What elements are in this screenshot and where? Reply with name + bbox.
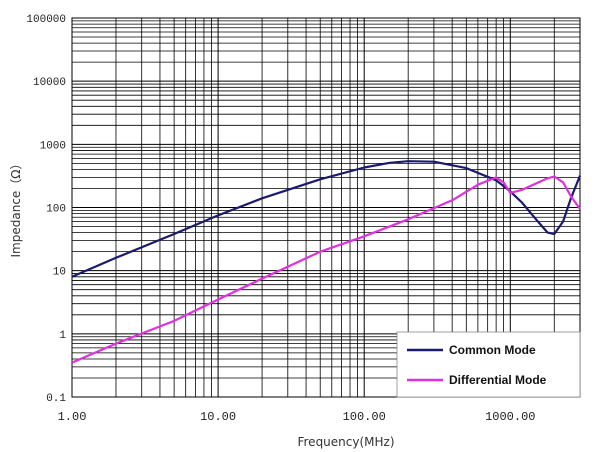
series-line-1 [71, 175, 581, 364]
y-tick-label: 0.1 [46, 393, 66, 405]
x-tick-labels: 1.00 10.00 100.00 1000.00 [58, 410, 536, 424]
series-lines [71, 160, 582, 364]
legend-label-1: Differential Mode [449, 373, 547, 387]
y-tick-label: 100 [46, 204, 66, 216]
x-axis-label: Frequency(MHz) [297, 435, 394, 449]
y-tick-labels: 0.1 1 10 100 1000 10000 100000 [26, 14, 66, 405]
series-line-0 [71, 160, 582, 278]
y-tick-label: 1000 [40, 140, 66, 152]
x-tick-label: 1.00 [58, 410, 87, 424]
legend: Common Mode Differential Mode [396, 331, 581, 398]
legend-label-0: Common Mode [449, 343, 536, 357]
x-tick-label: 100.00 [343, 410, 386, 424]
x-tick-label: 1000.00 [485, 410, 535, 424]
y-axis-label: Impedance（Ω） [9, 158, 23, 258]
y-tick-label: 1 [59, 330, 66, 342]
legend-box [396, 331, 581, 398]
y-tick-label: 10 [53, 267, 66, 279]
x-tick-label: 10.00 [200, 410, 236, 424]
y-tick-label: 10000 [33, 77, 66, 89]
y-tick-label: 100000 [26, 14, 66, 26]
